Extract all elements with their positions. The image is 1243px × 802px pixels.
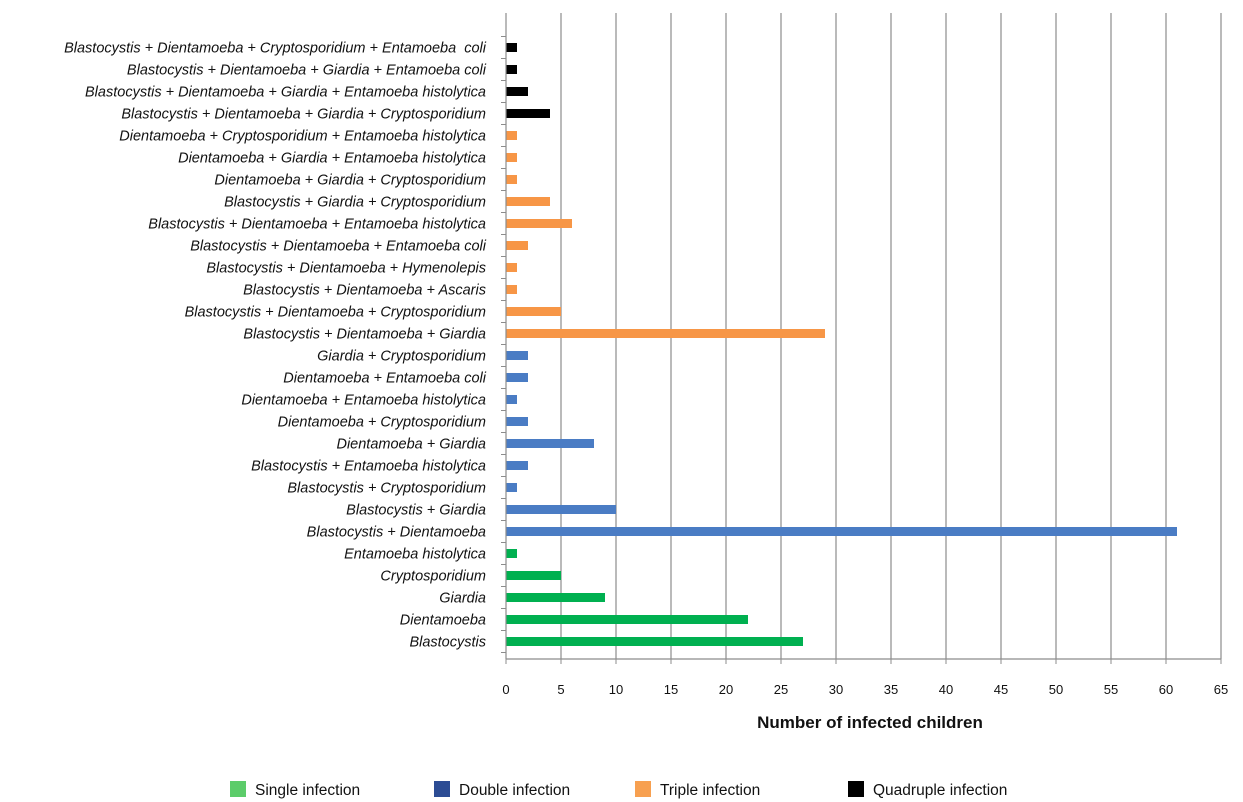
bar [506,373,528,382]
x-tick-label: 45 [994,682,1008,697]
legend-swatch [635,781,651,797]
x-tick-label: 5 [557,682,564,697]
category-label: Dientamoeba + Cryptosporidium + Entamoeb… [119,129,486,145]
bar [506,351,528,360]
bar [506,65,517,74]
x-axis-label: Number of infected children [757,713,983,732]
category-label: Blastocystis + Giardia + Cryptosporidium [224,195,486,211]
category-label: Blastocystis + Cryptosporidium [287,481,486,497]
bar [506,395,517,404]
category-label: Blastocystis + Dientamoeba + Giardia [243,327,486,343]
category-label: Blastocystis [409,635,486,651]
x-tick-label: 15 [664,682,678,697]
legend-label: Single infection [255,782,360,799]
bar [506,439,594,448]
bar [506,241,528,250]
legend-item-single: Single infection [230,781,360,799]
bars [506,43,1177,646]
category-label: Blastocystis + Entamoeba histolytica [251,459,486,475]
legend-swatch [230,781,246,797]
x-tick-label: 20 [719,682,733,697]
x-tick-label: 0 [502,682,509,697]
bar [506,549,517,558]
legend-item-triple: Triple infection [635,781,760,799]
category-label: Dientamoeba [400,613,486,629]
category-label: Dientamoeba + Entamoeba histolytica [241,393,486,409]
category-labels: Blastocystis + Dientamoeba + Cryptospori… [64,41,487,651]
bar [506,153,517,162]
category-label: Dientamoeba + Cryptosporidium [278,415,486,431]
category-label: Giardia + Cryptosporidium [317,349,486,365]
category-label: Blastocystis + Dientamoeba + Giardia + E… [85,85,486,101]
category-label: Blastocystis + Dientamoeba + Giardia + E… [127,63,487,79]
x-tick-label: 30 [829,682,843,697]
category-label: Blastocystis + Dientamoeba + Entamoeba c… [190,239,487,255]
category-label: Blastocystis + Dientamoeba + Cryptospori… [185,305,486,321]
x-tick-label: 50 [1049,682,1063,697]
legend: Single infection Double infection Triple i… [230,781,1007,799]
category-label: Dientamoeba + Giardia + Entamoeba histol… [178,151,486,167]
bar [506,461,528,470]
axes [501,13,1222,664]
legend-item-double: Double infection [434,781,570,799]
x-tick-label: 60 [1159,682,1173,697]
legend-swatch [434,781,450,797]
x-tick-label: 35 [884,682,898,697]
bar [506,109,550,118]
category-label: Blastocystis + Dientamoeba + Ascaris [243,283,486,299]
category-label: Cryptosporidium [380,569,486,585]
bar [506,637,803,646]
legend-label: Triple infection [660,782,760,799]
x-tick-label: 40 [939,682,953,697]
bar [506,263,517,272]
category-label: Blastocystis + Giardia [346,503,486,519]
bar [506,131,517,140]
category-label: Blastocystis + Dientamoeba + Giardia + C… [121,107,486,123]
x-tick-labels: 0 5 10 15 20 25 30 35 40 45 50 55 60 65 [502,682,1228,697]
bar [506,593,605,602]
bar [506,615,748,624]
bar [506,219,572,228]
category-label: Blastocystis + Dientamoeba + Hymenolepis [206,261,486,277]
category-label: Blastocystis + Dientamoeba + Entamoeba h… [148,217,486,233]
x-tick-label: 55 [1104,682,1118,697]
bar [506,417,528,426]
legend-item-quadruple: Quadruple infection [848,781,1007,799]
bar [506,483,517,492]
bar [506,527,1177,536]
x-tick-label: 25 [774,682,788,697]
category-label: Dientamoeba + Giardia + Cryptosporidium [214,173,486,189]
legend-label: Double infection [459,782,570,799]
bar [506,505,616,514]
legend-label: Quadruple infection [873,782,1007,799]
category-label: Giardia [439,591,486,607]
bar [506,571,561,580]
category-label: Blastocystis + Dientamoeba [307,525,486,541]
category-label: Blastocystis + Dientamoeba + Cryptospori… [64,41,487,57]
bar [506,197,550,206]
bar [506,329,825,338]
x-tick-label: 65 [1214,682,1228,697]
category-label: Dientamoeba + Giardia [336,437,486,453]
bar [506,43,517,52]
bar [506,285,517,294]
bar [506,307,561,316]
x-tick-label: 10 [609,682,623,697]
bar [506,87,528,96]
bar [506,175,517,184]
category-label: Entamoeba histolytica [344,547,486,563]
legend-swatch [848,781,864,797]
category-label: Dientamoeba + Entamoeba coli [283,371,487,387]
